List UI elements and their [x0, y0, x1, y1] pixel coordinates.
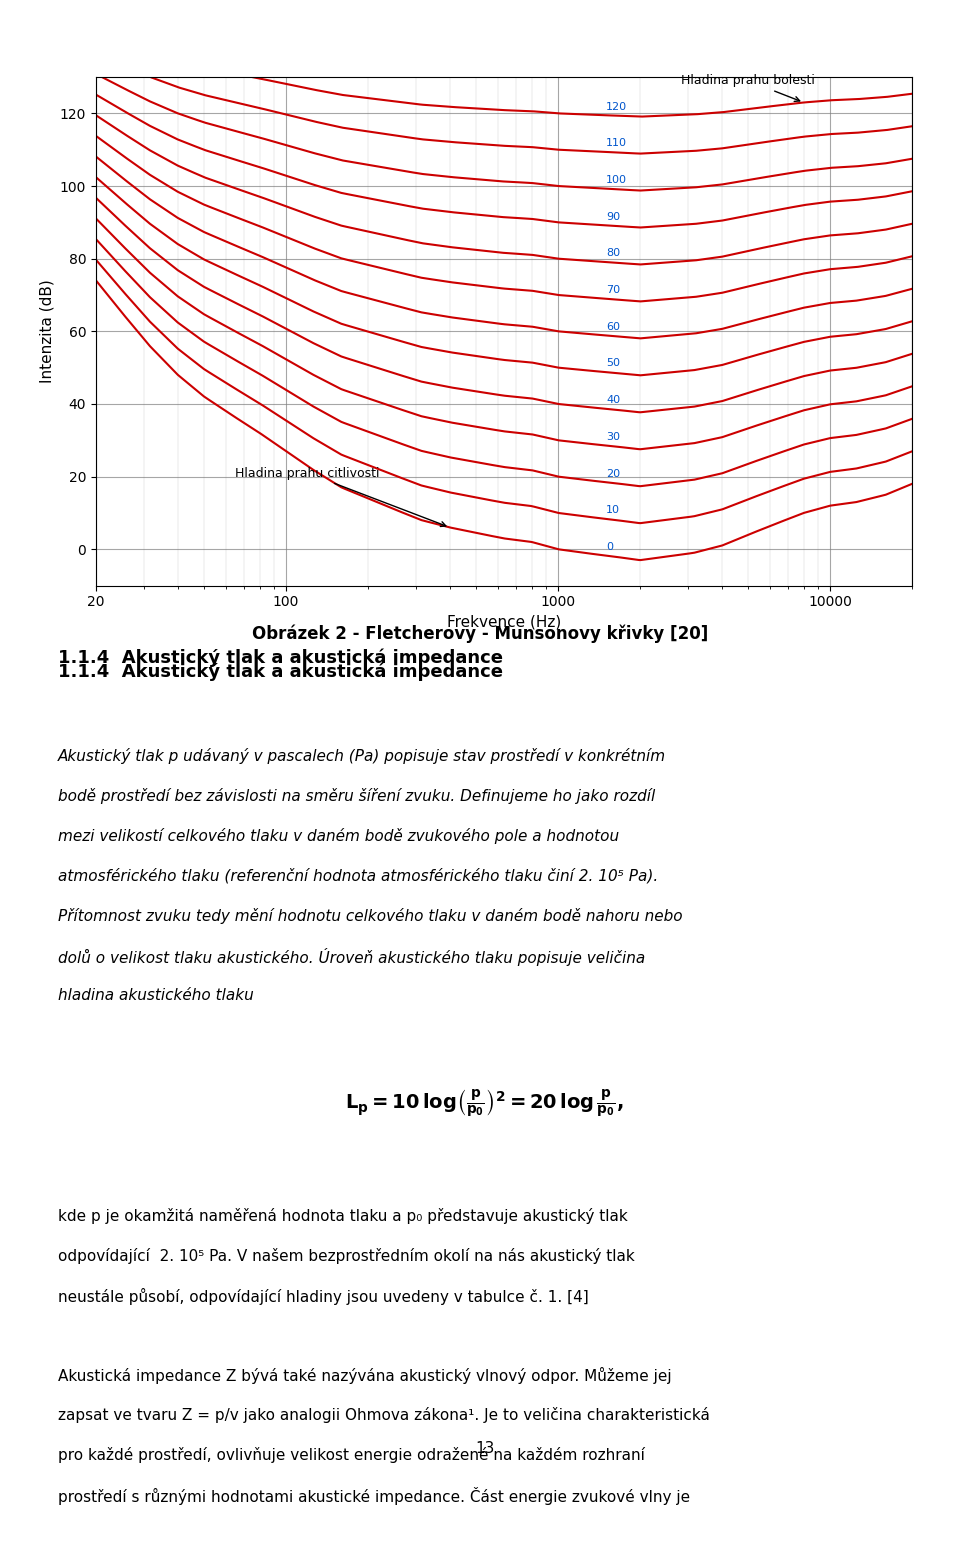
- Text: 20: 20: [606, 468, 620, 479]
- Text: 120: 120: [606, 102, 627, 111]
- Text: Hladina prahu bolesti: Hladina prahu bolesti: [682, 74, 815, 102]
- Text: Hladina prahu citlivosti: Hladina prahu citlivosti: [235, 467, 445, 527]
- Text: 50: 50: [606, 359, 620, 368]
- Text: 90: 90: [606, 211, 620, 222]
- Text: 100: 100: [606, 176, 627, 185]
- Text: 60: 60: [606, 322, 620, 331]
- Text: $\mathbf{L_p = 10\, log\left(\frac{p}{p_0}\right)^2 = 20\, log\, \frac{p}{p_0},}: $\mathbf{L_p = 10\, log\left(\frac{p}{p_…: [346, 1088, 624, 1120]
- Text: Akustická impedance Z bývá také nazývána akustický vlnový odpor. Můžeme jej: Akustická impedance Z bývá také nazývána…: [58, 1367, 671, 1384]
- Text: dolů o velikost tlaku akustického. Úroveň akustického tlaku popisuje veličina: dolů o velikost tlaku akustického. Úrove…: [58, 948, 645, 966]
- Text: 1.1.4  Akustický tlak a akustická impedance: 1.1.4 Akustický tlak a akustická impedan…: [58, 663, 503, 681]
- X-axis label: Frekvence (Hz): Frekvence (Hz): [446, 615, 562, 630]
- Text: odpovídající  2. 10⁵ Pa. V našem bezprostředním okolí na nás akustický tlak: odpovídající 2. 10⁵ Pa. V našem bezprost…: [58, 1248, 635, 1264]
- Text: 40: 40: [606, 394, 620, 405]
- Text: 1.1.4  Akustický tlak a akustická impedance: 1.1.4 Akustický tlak a akustická impedan…: [58, 649, 503, 667]
- Text: 10: 10: [606, 505, 620, 515]
- Y-axis label: Intenzita (dB): Intenzita (dB): [39, 279, 55, 384]
- Text: 80: 80: [606, 248, 620, 259]
- Text: mezi velikostí celkového tlaku v daném bodě zvukového pole a hodnotou: mezi velikostí celkového tlaku v daném b…: [58, 828, 619, 844]
- Text: 13: 13: [475, 1441, 494, 1456]
- Text: Obrázek 2 - Fletcherovy - Munsonovy křivky [20]: Obrázek 2 - Fletcherovy - Munsonovy křiv…: [252, 624, 708, 643]
- Text: prostředí s různými hodnotami akustické impedance. Část energie zvukové vlny je: prostředí s různými hodnotami akustické …: [58, 1487, 689, 1506]
- Text: atmosférického tlaku (referenční hodnota atmosférického tlaku činí 2. 10⁵ Pa).: atmosférického tlaku (referenční hodnota…: [58, 868, 658, 883]
- Text: kde p je okamžitá naměřená hodnota tlaku a p₀ představuje akustický tlak: kde p je okamžitá naměřená hodnota tlaku…: [58, 1208, 627, 1224]
- Text: hladina akustického tlaku: hladina akustického tlaku: [58, 988, 253, 1003]
- Text: 70: 70: [606, 285, 620, 294]
- Text: bodě prostředí bez závislosti na směru šíření zvuku. Definujeme ho jako rozdíl: bodě prostředí bez závislosti na směru š…: [58, 789, 655, 804]
- Text: 30: 30: [606, 431, 620, 442]
- Text: Přítomnost zvuku tedy mění hodnotu celkového tlaku v daném bodě nahoru nebo: Přítomnost zvuku tedy mění hodnotu celko…: [58, 908, 683, 925]
- Text: zapsat ve tvaru Z = p/v jako analogii Ohmova zákona¹. Je to veličina charakteris: zapsat ve tvaru Z = p/v jako analogii Oh…: [58, 1407, 709, 1424]
- Text: 0: 0: [606, 542, 613, 552]
- Text: neustále působí, odpovídající hladiny jsou uvedeny v tabulce č. 1. [4]: neustále působí, odpovídající hladiny js…: [58, 1288, 588, 1305]
- Text: pro každé prostředí, ovlivňuje velikost energie odražené na každém rozhraní: pro každé prostředí, ovlivňuje velikost …: [58, 1447, 644, 1464]
- Text: Akustický tlak p udávaný v pascalech (Pa) popisuje stav prostředí v konkrétním: Akustický tlak p udávaný v pascalech (Pa…: [58, 749, 665, 764]
- Text: 110: 110: [606, 139, 627, 148]
